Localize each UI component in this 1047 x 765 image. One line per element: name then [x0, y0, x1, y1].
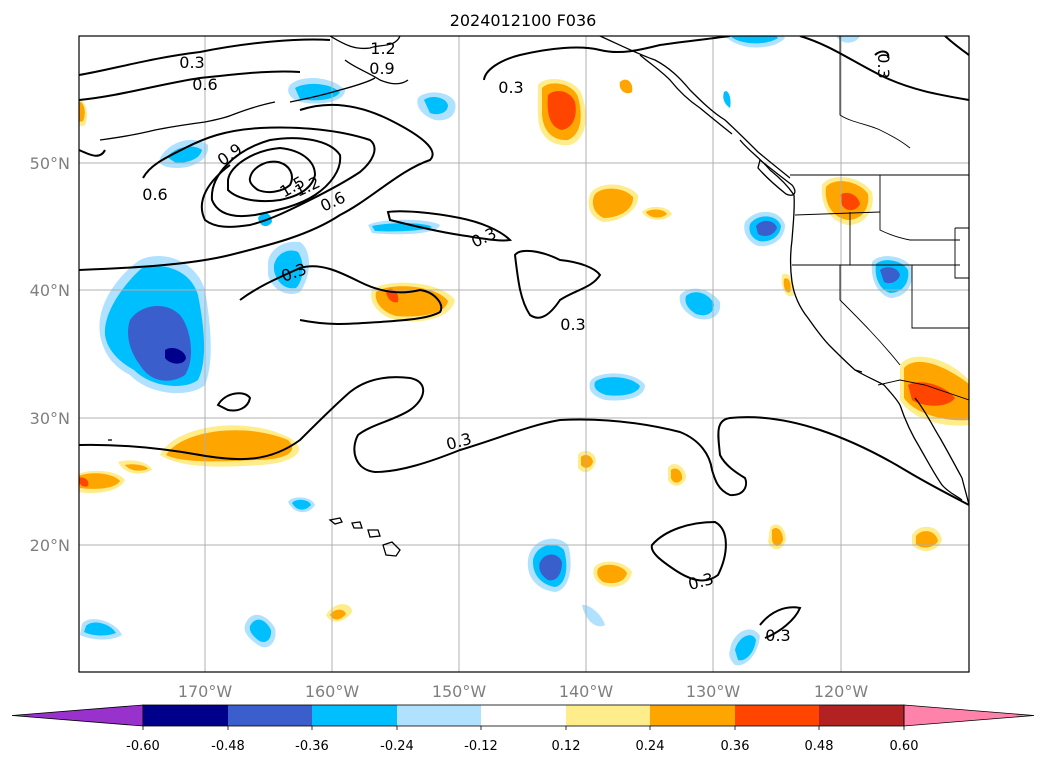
lat-label: 50°N — [30, 154, 70, 173]
graticule — [79, 36, 969, 672]
map-area: 0.3 0.6 0.9 1.2 1.5 1.2 0.9 0.6 0.6 0.3 … — [79, 36, 969, 672]
map-frame — [78, 35, 970, 673]
contour-label: 0.6 — [142, 185, 167, 204]
colorbar-segment — [819, 705, 904, 726]
colorbar-segment — [566, 705, 650, 726]
colorbar-ticks: -0.60 -0.48 -0.36 -0.24 -0.12 0.12 0.24 … — [126, 739, 918, 754]
colorbar-segment — [143, 705, 228, 726]
figure-title: 2024012100 F036 — [450, 11, 597, 30]
lat-label: 20°N — [30, 536, 70, 555]
political-borders — [790, 36, 969, 401]
longitude-labels: 170°W 160°W 150°W 140°W 130°W 120°W — [178, 682, 869, 701]
contour-label: 0.6 — [192, 75, 217, 94]
latitude-labels: 50°N 40°N 30°N 20°N — [30, 154, 70, 555]
contour-label: 0.9 — [369, 59, 394, 78]
colorbar-tick-label: -0.36 — [295, 739, 329, 754]
colorbar-tick-label: 0.36 — [721, 739, 750, 754]
colorbar-segments — [11, 704, 1035, 730]
anomaly-blob — [165, 347, 186, 364]
colorbar: -0.60 -0.48 -0.36 -0.24 -0.12 0.12 0.24 … — [11, 704, 1035, 754]
contour-label: 0.3 — [874, 53, 893, 78]
contour-label: 0.3 — [765, 626, 790, 645]
shaded-anomalies — [79, 36, 969, 666]
colorbar-tick-label: 0.24 — [636, 739, 665, 754]
colorbar-extend-max — [903, 704, 1035, 727]
lon-label: 140°W — [559, 682, 614, 701]
colorbar-segment — [735, 705, 819, 726]
contour-label: 0.3 — [560, 315, 585, 334]
colorbar-tick-label: -0.24 — [380, 739, 414, 754]
colorbar-tick-label: 0.48 — [805, 739, 834, 754]
colorbar-tick-label: 0.12 — [552, 739, 581, 754]
contour-label: 0.3 — [498, 78, 523, 97]
colorbar-tick-label: -0.48 — [211, 739, 245, 754]
colorbar-segment — [312, 705, 397, 726]
lat-label: 40°N — [30, 281, 70, 300]
lon-label: 160°W — [305, 682, 360, 701]
lat-label: 30°N — [30, 409, 70, 428]
colorbar-tick-label: 0.60 — [890, 739, 919, 754]
colorbar-tick-label: -0.60 — [126, 739, 160, 754]
lon-label: 170°W — [178, 682, 233, 701]
colorbar-tick-label: -0.12 — [464, 739, 498, 754]
colorbar-extend-min — [11, 704, 144, 727]
lon-label: 130°W — [686, 682, 741, 701]
contour-label: 0.3 — [179, 53, 204, 72]
colorbar-outline — [142, 704, 905, 727]
colorbar-segment — [228, 705, 312, 726]
contour-label: 1.2 — [370, 39, 395, 58]
lon-label: 120°W — [814, 682, 869, 701]
colorbar-segment — [650, 705, 735, 726]
contour-lines — [79, 36, 969, 639]
colorbar-segment — [397, 705, 481, 726]
colorbar-segment — [481, 705, 566, 726]
lon-label: 150°W — [432, 682, 487, 701]
